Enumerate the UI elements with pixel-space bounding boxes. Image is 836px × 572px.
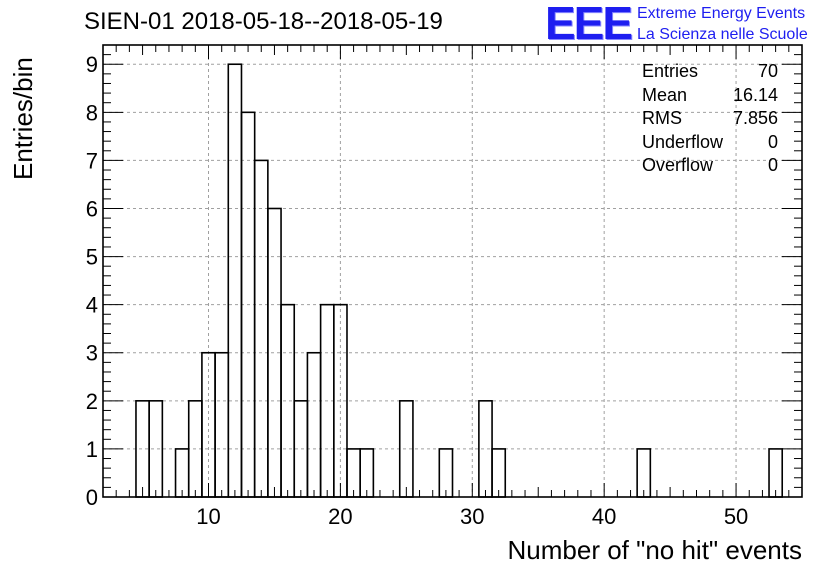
stats-entries-value: 70 (757, 61, 778, 81)
y-tick-label: 2 (86, 389, 98, 414)
x-axis-label: Number of "no hit" events (507, 535, 803, 565)
stats-box: Entries 70 Mean 16.14 RMS 7.856 Underflow 0 … (642, 60, 778, 178)
stats-overflow-label: Overflow (642, 155, 714, 175)
histogram-bar (359, 448, 375, 498)
plot-frame (102, 44, 803, 498)
y-tick-label: 3 (86, 341, 98, 366)
x-tick-label: 20 (328, 504, 352, 529)
chart-title: SIEN-01 2018-05-18--2018-05-19 (84, 8, 443, 35)
y-tick-label: 6 (86, 196, 98, 221)
stats-entries-label: Entries (642, 61, 699, 81)
x-tick-label: 40 (592, 504, 616, 529)
stats-overflow-row: Overflow 0 (642, 154, 778, 178)
stats-rms-label: RMS (642, 108, 682, 128)
y-tick-label: 5 (86, 245, 98, 270)
x-tick-label: 50 (724, 504, 748, 529)
histogram-bar (306, 351, 322, 498)
histogram-bar (346, 448, 361, 498)
logo-line-1: Extreme Energy Events (637, 5, 806, 22)
histogram-bar (768, 448, 784, 498)
y-tick-label: 1 (86, 437, 98, 462)
y-tick-label: 0 (86, 485, 98, 510)
y-tick-label: 9 (86, 52, 98, 77)
histogram-bar (438, 448, 454, 498)
stats-entries-row: Entries 70 (642, 60, 778, 84)
histogram-bar (214, 351, 230, 498)
histogram-bar (491, 448, 507, 498)
stats-underflow-label: Underflow (642, 131, 724, 152)
x-tick-label: 30 (460, 504, 484, 529)
histogram-bar (227, 63, 243, 498)
eee-logo: EEE (545, 0, 633, 49)
y-tick-label: 4 (86, 293, 98, 318)
y-tick-label: 7 (86, 148, 98, 173)
stats-rms-row: RMS 7.856 (642, 107, 778, 131)
histogram-bar (636, 448, 652, 498)
stats-underflow-row: Underflow 0 (642, 131, 778, 155)
histogram-bar (253, 159, 269, 498)
logo-caption: Extreme Energy Events La Scienza nelle S… (637, 3, 808, 45)
logo-line-2: La Scienza nelle Scuole (637, 26, 808, 43)
stats-mean-value: 16.14 (732, 84, 778, 105)
histogram-bar (174, 448, 190, 498)
x-tick-label: 10 (196, 504, 220, 529)
stats-rms-value: 7.856 (732, 108, 778, 128)
histogram-bar (478, 400, 493, 498)
stats-overflow-value: 0 (767, 155, 778, 175)
stats-mean-label: Mean (642, 84, 688, 105)
stats-mean-row: Mean 16.14 (642, 84, 778, 108)
stats-underflow-value: 0 (767, 131, 778, 152)
y-tick-label: 8 (86, 100, 98, 125)
